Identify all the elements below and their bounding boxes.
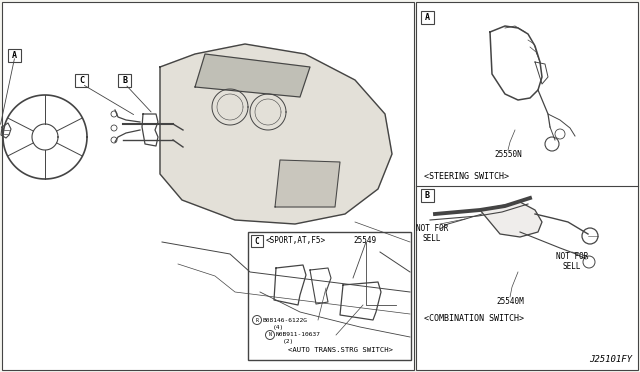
Text: N0B911-10637: N0B911-10637 [276,333,321,337]
Text: (2): (2) [283,340,294,344]
Bar [421,11,434,24]
Bar [248,232,411,360]
Text: (4): (4) [273,324,284,330]
Text: 25550N: 25550N [494,150,522,159]
Text: NOT FOR
SELL: NOT FOR SELL [556,252,588,272]
Polygon shape [480,202,542,237]
Bar [118,74,131,87]
Text: <SPORT,AT,F5>: <SPORT,AT,F5> [266,236,326,245]
Bar [251,235,263,247]
Text: NOT FOR
SELL: NOT FOR SELL [416,224,448,243]
Circle shape [555,129,565,139]
Circle shape [111,137,117,143]
Text: R: R [255,317,259,323]
Polygon shape [275,160,340,207]
Circle shape [253,315,262,324]
Text: 25540M: 25540M [496,297,524,306]
Polygon shape [160,44,392,224]
Text: 25549: 25549 [353,236,376,245]
Bar [421,189,434,202]
Bar [8,49,21,62]
Polygon shape [195,54,310,97]
Circle shape [582,228,598,244]
Circle shape [583,256,595,268]
Text: B08146-6122G: B08146-6122G [263,317,308,323]
Text: <COMBINATION SWITCH>: <COMBINATION SWITCH> [424,314,524,323]
Text: C: C [79,76,84,85]
Text: A: A [425,13,430,22]
Circle shape [545,137,559,151]
Text: J25101FY: J25101FY [589,355,632,364]
Text: A: A [12,51,17,60]
Circle shape [111,125,117,131]
Circle shape [111,111,117,117]
Text: N: N [269,333,271,337]
Bar [416,2,638,370]
Bar [75,74,88,87]
Bar [2,2,414,370]
Text: B: B [122,76,127,85]
Text: B: B [425,191,430,200]
Text: <AUTO TRANS.STRG SWITCH>: <AUTO TRANS.STRG SWITCH> [288,347,393,353]
Circle shape [266,330,275,340]
Text: <STEERING SWITCH>: <STEERING SWITCH> [424,172,509,181]
Text: C: C [255,237,259,246]
